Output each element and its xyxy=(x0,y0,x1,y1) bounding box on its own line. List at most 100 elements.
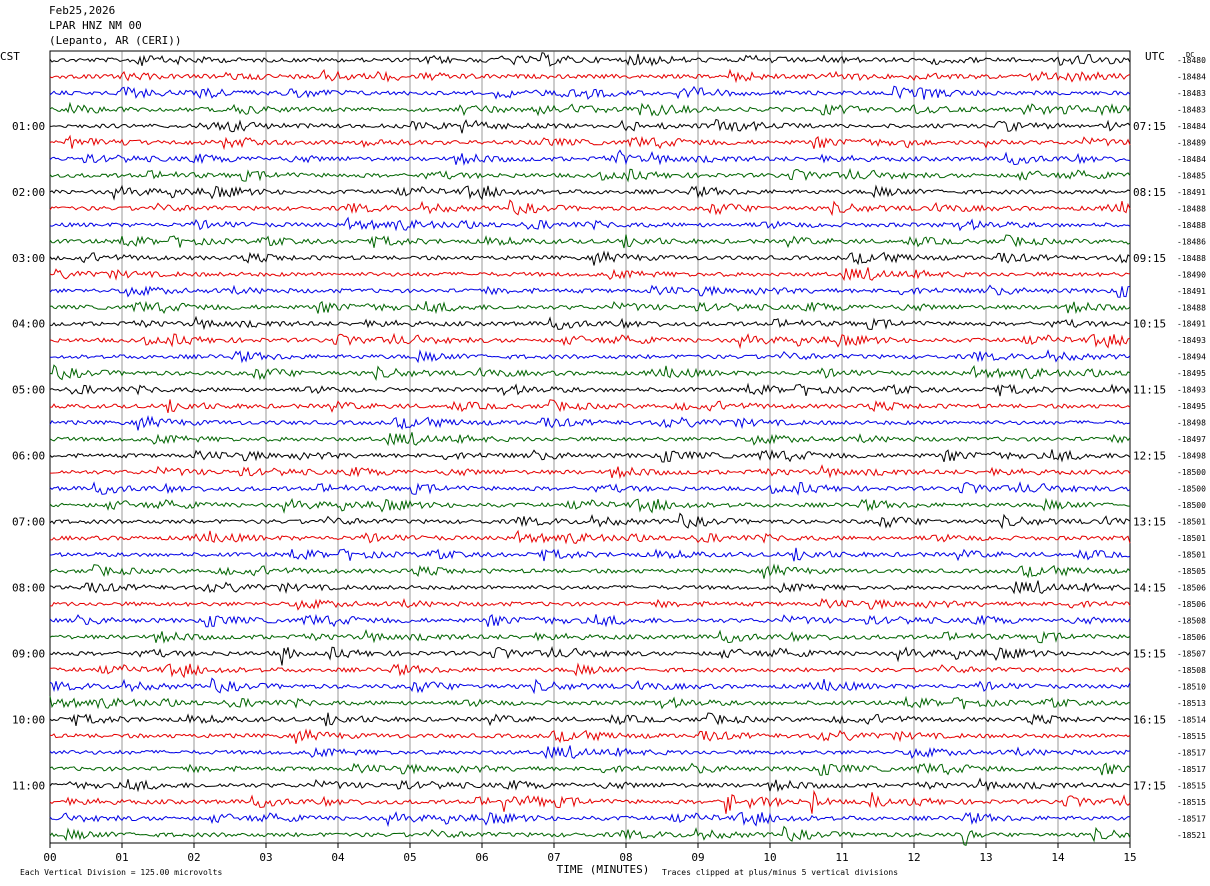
x-tick-label: 07 xyxy=(547,851,560,864)
seismic-trace xyxy=(49,762,1131,776)
trace-group xyxy=(49,52,1131,846)
x-tick-label: 13 xyxy=(979,851,992,864)
seismic-trace xyxy=(49,547,1131,562)
dc-offset-label: -18484 xyxy=(1177,155,1206,164)
grid-lines xyxy=(49,50,1131,844)
dc-offset-label: -18501 xyxy=(1177,551,1206,560)
dc-offset-label: -18500 xyxy=(1177,468,1206,477)
right-hour-label: 07:15 xyxy=(1133,120,1166,133)
seismic-trace xyxy=(49,580,1131,595)
x-tick-label: 06 xyxy=(475,851,488,864)
dc-offset-label: -18510 xyxy=(1177,682,1206,691)
dc-offset-label: -18493 xyxy=(1177,336,1206,345)
x-tick-label: 02 xyxy=(187,851,200,864)
seismic-trace xyxy=(49,382,1131,397)
clip-note: Traces clipped at plus/minus 5 vertical … xyxy=(662,868,898,877)
header-station: LPAR HNZ NM 00 xyxy=(49,19,142,32)
seismic-trace xyxy=(49,167,1131,183)
seismic-trace xyxy=(49,677,1131,695)
dc-offset-label: -18494 xyxy=(1177,353,1206,362)
seismic-trace xyxy=(49,234,1131,249)
header-date: Feb25,2026 xyxy=(49,4,116,17)
seismic-trace xyxy=(49,134,1131,151)
seismic-trace xyxy=(49,364,1131,381)
dc-offset-label: -18486 xyxy=(1177,237,1206,246)
dc-offset-label: -18498 xyxy=(1177,419,1206,428)
seismic-trace xyxy=(49,481,1131,496)
seismic-trace xyxy=(49,613,1131,628)
seismic-trace xyxy=(49,415,1131,431)
dc-offset-label: -18490 xyxy=(1177,270,1206,279)
dc-offset-label: -18483 xyxy=(1177,89,1206,98)
dc-offset-label: -18484 xyxy=(1177,122,1206,131)
seismic-trace xyxy=(49,497,1130,514)
x-tick-label: 14 xyxy=(1051,851,1065,864)
dc-offset-label: -18484 xyxy=(1177,72,1206,81)
left-hour-label: 08:00 xyxy=(12,581,45,594)
seismic-trace xyxy=(49,432,1131,447)
dc-offset-label: -18489 xyxy=(1177,138,1206,147)
right-hour-label: 09:15 xyxy=(1133,252,1166,265)
seismic-trace xyxy=(49,745,1131,760)
dc-offset-label: -18488 xyxy=(1177,221,1206,230)
x-tick-label: 10 xyxy=(763,851,776,864)
left-timezone-label: CST xyxy=(0,50,20,63)
left-hour-label: 10:00 xyxy=(12,713,45,726)
left-hour-label: 05:00 xyxy=(12,384,45,397)
x-tick-label: 00 xyxy=(43,851,56,864)
dc-offset-label: -18491 xyxy=(1177,188,1206,197)
left-hour-label: 09:00 xyxy=(12,647,45,660)
x-tick-label: 03 xyxy=(259,851,272,864)
seismic-trace xyxy=(49,52,1131,67)
seismic-trace xyxy=(49,449,1131,463)
dc-offset-label: -18517 xyxy=(1177,748,1206,757)
left-hour-label: 07:00 xyxy=(12,516,45,529)
dc-offset-label: -18515 xyxy=(1177,781,1206,790)
left-hour-label: 01:00 xyxy=(12,120,45,133)
seismic-trace xyxy=(49,399,1131,414)
dc-offset-label: -18517 xyxy=(1177,765,1206,774)
dc-offset-label: -18507 xyxy=(1177,649,1206,658)
seismic-trace xyxy=(49,563,1131,579)
right-hour-label: 15:15 xyxy=(1133,647,1166,660)
x-tick-label: 05 xyxy=(403,851,416,864)
dc-offset-label: -18480 xyxy=(1177,56,1206,65)
dc-header-label: DC xyxy=(1186,51,1194,59)
dc-offset-label: -18521 xyxy=(1177,831,1206,840)
seismic-trace xyxy=(49,628,1131,644)
x-tick-label: 15 xyxy=(1123,851,1136,864)
seismic-trace xyxy=(49,199,1131,217)
seismic-trace xyxy=(49,529,1131,545)
seismic-trace xyxy=(49,349,1131,364)
seismic-trace xyxy=(49,512,1131,530)
dc-offset-label: -18488 xyxy=(1177,254,1206,263)
seismic-trace xyxy=(49,149,1131,166)
dc-offset-label: -18500 xyxy=(1177,501,1206,510)
dc-offset-label: -18506 xyxy=(1177,633,1206,642)
seismic-trace xyxy=(49,777,1131,793)
dc-offset-label: -18508 xyxy=(1177,616,1206,625)
left-hour-label: 02:00 xyxy=(12,186,45,199)
right-hour-label: 14:15 xyxy=(1133,581,1166,594)
seismic-trace xyxy=(49,250,1131,266)
seismic-trace xyxy=(49,597,1131,611)
dc-offset-label: -18498 xyxy=(1177,452,1206,461)
right-hour-label: 08:15 xyxy=(1133,186,1166,199)
left-hour-label: 06:00 xyxy=(12,450,45,463)
seismic-trace xyxy=(49,825,1131,846)
dc-offset-label: -18500 xyxy=(1177,485,1206,494)
seismic-trace xyxy=(49,68,1131,84)
scale-note: Each Vertical Division = 125.00 microvol… xyxy=(20,868,222,877)
right-hour-label: 10:15 xyxy=(1133,318,1166,331)
dc-offset-label: -18508 xyxy=(1177,666,1206,675)
x-tick-label: 04 xyxy=(331,851,345,864)
x-tick-label: 12 xyxy=(907,851,920,864)
x-tick-label: 09 xyxy=(691,851,704,864)
x-axis-label: TIME (MINUTES) xyxy=(557,863,650,876)
dc-offset-label: -18488 xyxy=(1177,303,1206,312)
x-tick-label: 11 xyxy=(835,851,848,864)
seismic-trace xyxy=(49,284,1131,298)
dc-offset-label: -18505 xyxy=(1177,567,1206,576)
seismic-trace xyxy=(49,184,1131,201)
